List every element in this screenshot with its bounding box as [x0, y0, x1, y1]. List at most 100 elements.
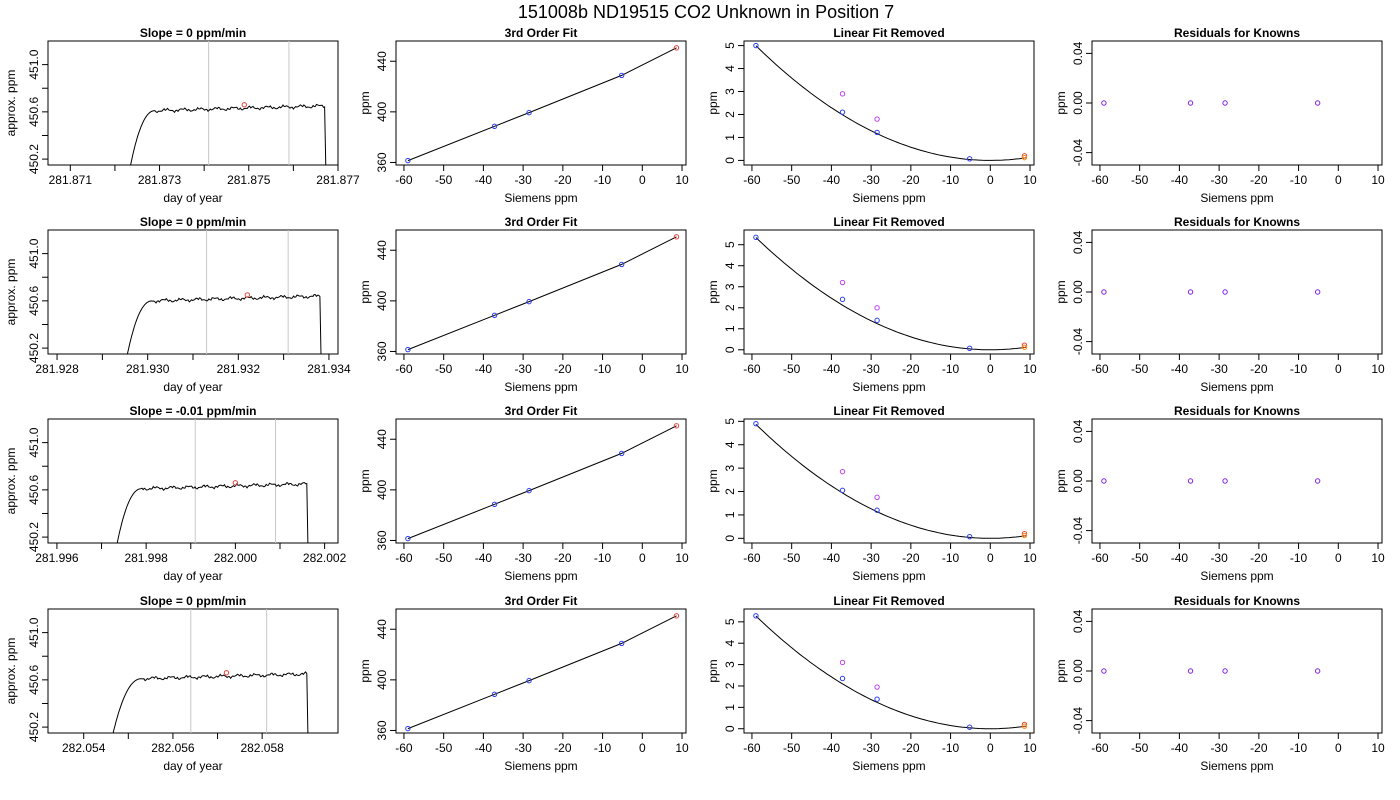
y-tick-label: 4 — [723, 441, 737, 448]
y-tick-label: -0.04 — [1071, 707, 1085, 735]
x-tick-label: 0 — [639, 551, 646, 565]
data-point — [526, 677, 532, 684]
y-tick-label: 4 — [723, 262, 737, 269]
data-point — [1187, 289, 1194, 295]
x-tick-label: -10 — [1290, 741, 1308, 755]
y-tick-label: 0.04 — [1071, 230, 1085, 254]
x-tick-label: -60 — [1091, 741, 1109, 755]
x-tick-label: -30 — [514, 551, 532, 565]
x-tick-label: -30 — [1210, 741, 1228, 755]
x-tick-label: -10 — [942, 551, 960, 565]
x-tick-label: -50 — [435, 362, 453, 376]
panel-residuals-1: Residuals for Knowns -60 -50 -40 -30 -20 -10 0 1… — [1054, 26, 1385, 205]
plot-frame — [395, 418, 687, 544]
unknown-marker — [223, 670, 230, 676]
data-point — [491, 501, 498, 507]
panel-linear-removed-4: Linear Fit Removed -60 -50 -40 -30 -20 -10 0 10 0… — [706, 594, 1037, 773]
x-tick-label: -50 — [783, 362, 801, 376]
plot-area — [1101, 100, 1321, 106]
y-axis-label: ppm — [358, 91, 372, 114]
x-tick-label: 10 — [1371, 362, 1385, 376]
x-tick-label: 10 — [1023, 551, 1037, 565]
y-tick-label: 450.2 — [27, 522, 41, 552]
y-tick-label: 1 — [723, 511, 737, 518]
panel-linear-removed-1: Linear Fit Removed -60 -50 -40 -30 -20 -10 0 10 0… — [706, 26, 1037, 205]
x-tick-label: -20 — [902, 551, 920, 565]
data-point — [526, 487, 532, 494]
x-axis-label: day of year — [163, 759, 222, 773]
x-tick-label: -20 — [554, 551, 572, 565]
y-axis-label: ppm — [1054, 469, 1068, 492]
x-tick-label: 281.934 — [307, 362, 351, 376]
plot-area — [405, 45, 680, 164]
panel-linear-removed-2: Linear Fit Removed -60 -50 -40 -30 -20 -10 0 10 0… — [706, 215, 1037, 394]
data-point — [405, 535, 411, 542]
x-tick-label: -20 — [1250, 173, 1268, 187]
x-tick-label: -40 — [1171, 741, 1189, 755]
y-axis-label: ppm — [706, 469, 720, 492]
x-tick-label: 0 — [1335, 551, 1342, 565]
y-tick-label: 450.6 — [27, 286, 41, 316]
x-tick-label: -20 — [902, 741, 920, 755]
unknown-marker — [244, 292, 251, 298]
x-tick-label: -50 — [783, 173, 801, 187]
data-point — [673, 613, 680, 619]
data-point — [753, 420, 759, 427]
plot-frame — [1091, 40, 1383, 166]
x-tick-label: -30 — [514, 173, 532, 187]
data-point — [618, 640, 625, 647]
x-tick-label: 10 — [1371, 551, 1385, 565]
x-tick-label: 0 — [1335, 173, 1342, 187]
y-tick-label: 0.00 — [1071, 280, 1085, 304]
data-point — [753, 234, 759, 241]
data-point — [874, 684, 880, 690]
data-point — [1021, 342, 1028, 348]
x-tick-label: -50 — [783, 551, 801, 565]
y-tick-label: 3 — [723, 88, 737, 95]
y-tick-label: 450.6 — [27, 665, 41, 695]
fit-line — [407, 615, 677, 730]
x-tick-label: -40 — [1171, 551, 1189, 565]
y-tick-label: 451.0 — [27, 49, 41, 79]
concentration-trace — [130, 103, 327, 165]
data-point — [753, 613, 759, 619]
x-tick-label: -50 — [783, 741, 801, 755]
x-tick-label: -30 — [862, 551, 880, 565]
y-tick-label: 0.00 — [1071, 91, 1085, 115]
y-tick-label: 5 — [723, 42, 737, 49]
x-tick-label: 281.871 — [49, 173, 93, 187]
plot-frame — [395, 229, 687, 355]
data-point — [526, 109, 532, 116]
y-axis-label: ppm — [1054, 659, 1068, 682]
x-tick-label: -30 — [1210, 173, 1228, 187]
y-tick-label: 440 — [375, 429, 389, 449]
panel-time-series-4: Slope = 0 ppm/min 282.054 282.056 282.058 45… — [4, 594, 339, 773]
data-point — [1021, 530, 1028, 537]
x-tick-label: -40 — [1171, 173, 1189, 187]
panel-title: 3rd Order Fit — [505, 26, 578, 40]
x-tick-label: 0 — [987, 173, 994, 187]
plot-frame — [1091, 608, 1383, 734]
panel-title: Residuals for Knowns — [1174, 594, 1300, 608]
x-tick-label: 281.932 — [217, 362, 261, 376]
y-tick-label: 400 — [375, 102, 389, 122]
x-tick-label: -30 — [862, 362, 880, 376]
y-tick-label: 400 — [375, 291, 389, 311]
data-point — [1021, 153, 1028, 159]
plot-area — [753, 613, 1028, 730]
x-tick-label: -30 — [514, 362, 532, 376]
data-point — [966, 533, 973, 540]
x-tick-label: -20 — [1250, 362, 1268, 376]
x-tick-label: -20 — [902, 173, 920, 187]
fit-line — [407, 425, 677, 540]
y-axis-label: ppm — [706, 659, 720, 682]
plot-area — [1101, 668, 1321, 674]
x-tick-label: -60 — [395, 551, 413, 565]
plot-area — [116, 419, 309, 543]
panel-title: 3rd Order Fit — [505, 594, 578, 608]
x-tick-label: -20 — [1250, 741, 1268, 755]
y-tick-label: 360 — [375, 720, 389, 740]
y-tick-label: 0 — [723, 157, 737, 164]
plot-frame — [1091, 229, 1383, 355]
x-tick-label: -10 — [1290, 173, 1308, 187]
